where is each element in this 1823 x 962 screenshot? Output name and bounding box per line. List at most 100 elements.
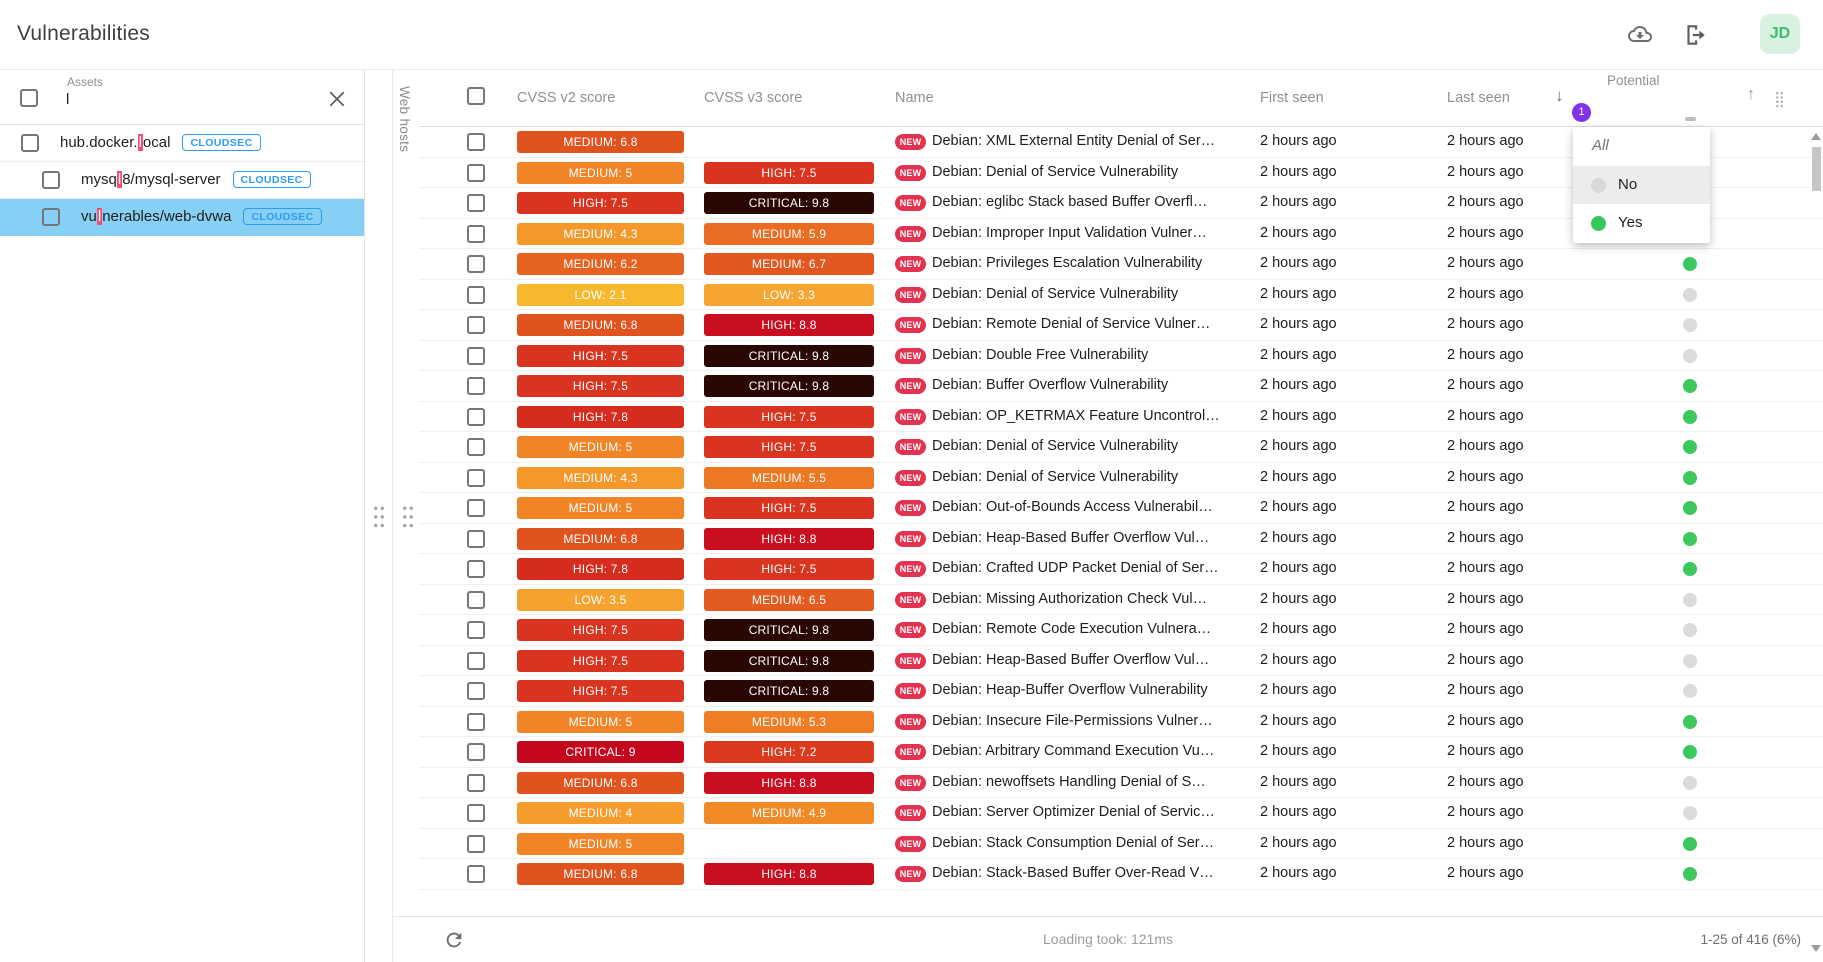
asset-checkbox[interactable] — [42, 171, 60, 189]
cvss-v3-badge: MEDIUM: 6.7 — [704, 253, 874, 275]
search-match-highlight: l — [96, 208, 103, 225]
row-checkbox[interactable] — [467, 590, 485, 609]
column-header-first-seen[interactable]: First seen — [1260, 90, 1324, 106]
asset-checkbox[interactable] — [42, 208, 60, 226]
row-checkbox[interactable] — [467, 285, 485, 304]
table-row[interactable]: HIGH: 7.5 CRITICAL: 9.8 NEW Debian: Remo… — [419, 615, 1823, 646]
column-header-potential[interactable]: Potential — [1607, 73, 1660, 88]
column-header-cvss-v3[interactable]: CVSS v3 score — [704, 90, 803, 106]
table-row[interactable]: LOW: 2.1 LOW: 3.3 NEW Debian: Denial of … — [419, 280, 1823, 310]
row-checkbox[interactable] — [467, 438, 485, 456]
first-seen-value: 2 hours ago — [1260, 621, 1337, 637]
sidebar-asset-item[interactable]: vulnerables/web-dvwa CLOUDSEC — [0, 199, 364, 236]
row-checkbox[interactable] — [467, 773, 485, 792]
scrollbar-up-arrow[interactable] — [1811, 133, 1821, 140]
table-row[interactable]: HIGH: 7.5 CRITICAL: 9.8 NEW Debian: Buff… — [419, 371, 1823, 402]
scrollbar-down-arrow[interactable] — [1811, 945, 1821, 952]
row-checkbox[interactable] — [467, 529, 485, 548]
asset-checkbox[interactable] — [21, 134, 39, 152]
row-checkbox[interactable] — [467, 621, 485, 639]
table-row[interactable]: HIGH: 7.8 HIGH: 7.5 NEW Debian: Crafted … — [419, 554, 1823, 585]
table-row[interactable]: MEDIUM: 4.3 MEDIUM: 5.5 NEW Debian: Deni… — [419, 463, 1823, 493]
potential-filter-dropdown: All No Yes — [1573, 127, 1710, 243]
table-row[interactable]: HIGH: 7.8 HIGH: 7.5 NEW Debian: OP_KETRM… — [419, 402, 1823, 432]
table-row[interactable]: MEDIUM: 6.8 NEW Debian: XML External Ent… — [419, 127, 1823, 158]
table-row[interactable]: MEDIUM: 4 MEDIUM: 4.9 NEW Debian: Server… — [419, 798, 1823, 829]
row-checkbox[interactable] — [467, 194, 485, 212]
table-row[interactable]: MEDIUM: 6.8 HIGH: 8.8 NEW Debian: Heap-B… — [419, 524, 1823, 554]
column-header-last-seen[interactable]: Last seen — [1447, 90, 1510, 106]
row-checkbox[interactable] — [467, 499, 485, 517]
sidebar-asset-item[interactable]: mysql8/mysql-server CLOUDSEC — [0, 162, 364, 199]
scrollbar-thumb[interactable] — [1811, 147, 1821, 191]
vulnerability-name: Debian: Heap-Based Buffer Overflow Vul… — [932, 529, 1210, 546]
table-row[interactable]: MEDIUM: 6.8 HIGH: 8.8 NEW Debian: Remote… — [419, 310, 1823, 341]
table-row[interactable]: MEDIUM: 5 MEDIUM: 5.3 NEW Debian: Insecu… — [419, 707, 1823, 737]
potential-option[interactable]: No — [1573, 165, 1710, 205]
table-row[interactable]: HIGH: 7.5 CRITICAL: 9.8 NEW Debian: Heap… — [419, 646, 1823, 676]
potential-option[interactable]: All — [1573, 127, 1710, 166]
clear-filter-icon[interactable] — [328, 90, 346, 108]
table-header: CVSS v2 score CVSS v3 score Name First s… — [419, 70, 1823, 127]
top-app-bar: Vulnerabilities JD — [0, 0, 1823, 70]
row-checkbox[interactable] — [467, 560, 485, 578]
row-checkbox[interactable] — [467, 224, 485, 243]
cvss-v3-badge: HIGH: 7.2 — [704, 741, 874, 763]
table-row[interactable]: HIGH: 7.5 CRITICAL: 9.8 NEW Debian: Heap… — [419, 676, 1823, 707]
row-checkbox[interactable] — [467, 407, 485, 426]
table-row[interactable]: MEDIUM: 6.2 MEDIUM: 6.7 NEW Debian: Priv… — [419, 249, 1823, 280]
cloud-download-icon[interactable] — [1626, 22, 1654, 48]
last-seen-value: 2 hours ago — [1447, 407, 1524, 424]
cvss-v2-badge: MEDIUM: 6.8 — [517, 314, 684, 336]
table-row[interactable]: MEDIUM: 5 NEW Debian: Stack Consumption … — [419, 829, 1823, 859]
user-avatar[interactable]: JD — [1760, 14, 1800, 54]
row-checkbox[interactable] — [467, 316, 485, 334]
table-row[interactable]: HIGH: 7.5 CRITICAL: 9.8 NEW Debian: Doub… — [419, 341, 1823, 371]
row-checkbox[interactable] — [467, 682, 485, 700]
assets-search-input[interactable] — [66, 91, 296, 108]
potential-filter-select[interactable] — [1685, 117, 1696, 121]
table-row[interactable]: MEDIUM: 5 HIGH: 7.5 NEW Debian: Denial o… — [419, 432, 1823, 463]
row-checkbox[interactable] — [467, 163, 485, 182]
sort-arrow-down-icon[interactable]: ↓ — [1555, 86, 1564, 105]
row-checkbox[interactable] — [467, 255, 485, 273]
sidebar-resize-handle[interactable] — [371, 502, 384, 528]
table-row[interactable]: MEDIUM: 6.8 HIGH: 8.8 NEW Debian: Stack-… — [419, 859, 1823, 890]
row-checkbox[interactable] — [467, 712, 485, 731]
sort-ascending-icon[interactable]: ↑ — [1747, 86, 1755, 103]
new-badge: NEW — [895, 256, 926, 272]
panel-resize-handle[interactable] — [400, 502, 413, 528]
table-row[interactable]: LOW: 3.5 MEDIUM: 6.5 NEW Debian: Missing… — [419, 585, 1823, 615]
row-checkbox[interactable] — [467, 804, 485, 822]
row-checkbox[interactable] — [467, 651, 485, 670]
vulnerability-name: Debian: Server Optimizer Denial of Servi… — [932, 804, 1215, 820]
potential-option[interactable]: Yes — [1573, 204, 1710, 243]
cvss-v2-badge: HIGH: 7.5 — [517, 192, 684, 214]
column-drag-handle-icon[interactable] — [1775, 91, 1784, 108]
cvss-v2-badge: MEDIUM: 5 — [517, 832, 684, 855]
table-row[interactable]: MEDIUM: 5 HIGH: 7.5 NEW Debian: Denial o… — [419, 158, 1823, 188]
row-checkbox[interactable] — [467, 834, 485, 853]
sidebar-asset-item[interactable]: hub.docker.local CLOUDSEC — [0, 125, 364, 162]
row-checkbox[interactable] — [467, 468, 485, 487]
column-header-cvss-v2[interactable]: CVSS v2 score — [517, 90, 616, 106]
first-seen-value: 2 hours ago — [1260, 712, 1337, 729]
select-all-rows-checkbox[interactable] — [467, 87, 485, 105]
row-checkbox[interactable] — [467, 743, 485, 761]
table-row[interactable]: MEDIUM: 4.3 MEDIUM: 5.9 NEW Debian: Impr… — [419, 219, 1823, 249]
table-row[interactable]: HIGH: 7.5 CRITICAL: 9.8 NEW Debian: egli… — [419, 188, 1823, 219]
row-checkbox[interactable] — [467, 865, 485, 883]
column-header-name[interactable]: Name — [895, 90, 934, 106]
table-row[interactable]: CRITICAL: 9 HIGH: 7.2 NEW Debian: Arbitr… — [419, 737, 1823, 768]
first-seen-value: 2 hours ago — [1260, 377, 1337, 393]
cvss-v3-badge: HIGH: 8.8 — [704, 314, 874, 336]
table-row[interactable]: MEDIUM: 5 HIGH: 7.5 NEW Debian: Out-of-B… — [419, 493, 1823, 524]
row-checkbox[interactable] — [467, 346, 485, 365]
export-icon[interactable] — [1682, 22, 1710, 48]
select-all-assets-checkbox[interactable] — [20, 89, 38, 107]
table-row[interactable]: MEDIUM: 6.8 HIGH: 8.8 NEW Debian: newoff… — [419, 768, 1823, 798]
last-seen-value: 2 hours ago — [1447, 560, 1524, 576]
row-checkbox[interactable] — [467, 377, 485, 395]
new-badge: NEW — [895, 622, 926, 638]
row-checkbox[interactable] — [467, 133, 485, 151]
